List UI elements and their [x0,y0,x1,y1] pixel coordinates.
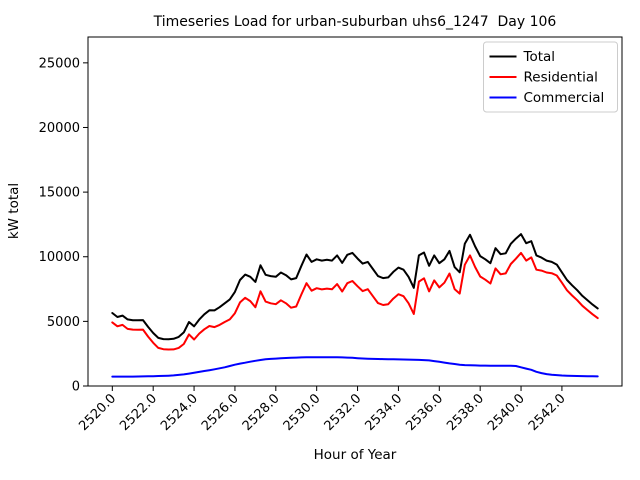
x-tick-label: 2528.0 [240,391,283,434]
y-tick-label: 10000 [39,250,80,265]
x-tick-label: 2522.0 [117,391,160,434]
series-line-residential [111,251,599,351]
x-tick-label: 2542.0 [526,391,569,434]
x-axis-ticks: 2520.02522.02524.02526.02528.02530.02532… [76,386,569,434]
legend-box [483,41,618,113]
y-tick-label: 5000 [47,315,80,330]
x-tick-label: 2520.0 [76,391,119,434]
x-tick-label: 2530.0 [281,391,324,434]
x-tick-label: 2534.0 [362,391,405,434]
y-tick-label: 25000 [39,56,80,71]
series-line-total [111,233,599,341]
chart-title: Timeseries Load for urban-suburban uhs6_… [153,14,557,30]
x-tick-label: 2536.0 [403,391,446,434]
x-tick-label: 2532.0 [322,391,365,434]
y-axis-ticks: 0 5000 10000 15000 20000 25000 [39,56,88,395]
y-axis-label: kW total [6,183,22,239]
y-tick-label: 20000 [39,121,80,136]
series-line-commercial [111,356,599,378]
y-tick-label: 0 [72,380,80,395]
x-axis-label: Hour of Year [314,447,397,463]
x-tick-label: 2538.0 [444,391,487,434]
x-tick-label: 2526.0 [199,391,242,434]
legend-label-residential: Residential [524,70,598,86]
series-lines [111,233,599,378]
x-tick-label: 2540.0 [485,391,528,434]
x-tick-label: 2524.0 [158,391,201,434]
legend-label-total: Total [523,49,556,65]
plot-area-frame [87,36,623,387]
legend-label-commercial: Commercial [524,90,605,106]
legend: Total Residential Commercial [483,41,618,113]
y-tick-label: 15000 [39,186,80,201]
